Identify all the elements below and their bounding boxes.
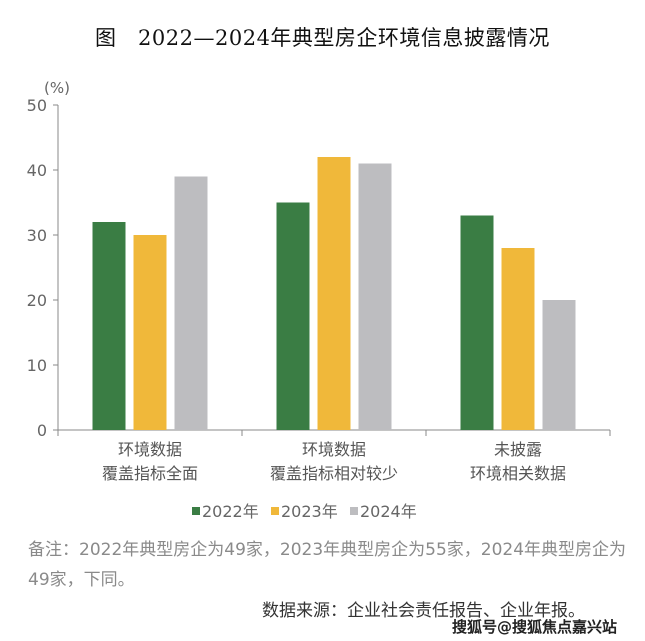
y-axis-label: (%) [44, 79, 70, 97]
legend-label: 2023年 [281, 502, 338, 521]
bar-2022年 [460, 215, 494, 430]
bar-2022年 [276, 202, 310, 430]
legend-swatch [350, 507, 358, 515]
bar-2023年 [133, 235, 167, 430]
legend-label: 2022年 [202, 502, 259, 521]
bar-2024年 [542, 300, 576, 430]
chart-title: 图 2022—2024年典型房企环境信息披露情况 [95, 26, 550, 50]
bar-2024年 [174, 176, 208, 430]
y-tick-label: 20 [27, 291, 47, 310]
legend-swatch [271, 507, 279, 515]
bar-chart: 01020304050(%)环境数据覆盖指标全面环境数据覆盖指标相对较少未披露环… [27, 79, 611, 521]
watermark: 搜狐号@搜狐焦点嘉兴站 [452, 618, 618, 636]
y-tick-label: 40 [27, 161, 47, 180]
category-label: 未披露 [494, 440, 542, 459]
y-tick-label: 10 [27, 356, 47, 375]
bar-2022年 [92, 222, 126, 430]
legend-label: 2024年 [360, 502, 417, 521]
bar-2024年 [358, 163, 392, 430]
category-label: 覆盖指标相对较少 [270, 464, 398, 483]
y-tick-label: 30 [27, 226, 47, 245]
bar-2023年 [317, 157, 351, 430]
y-tick-label: 0 [37, 421, 47, 440]
y-tick-label: 50 [27, 96, 47, 115]
category-label: 覆盖指标全面 [102, 464, 198, 483]
category-label: 环境数据 [118, 440, 182, 459]
category-label: 环境数据 [302, 440, 366, 459]
legend-swatch [192, 507, 200, 515]
category-label: 环境相关数据 [470, 464, 566, 483]
bar-2023年 [501, 248, 535, 430]
chart-note: 备注：2022年典型房企为49家，2023年典型房企为55家，2024年典型房企… [28, 540, 627, 590]
data-source: 数据来源：企业社会责任报告、企业年报。 [262, 601, 585, 621]
